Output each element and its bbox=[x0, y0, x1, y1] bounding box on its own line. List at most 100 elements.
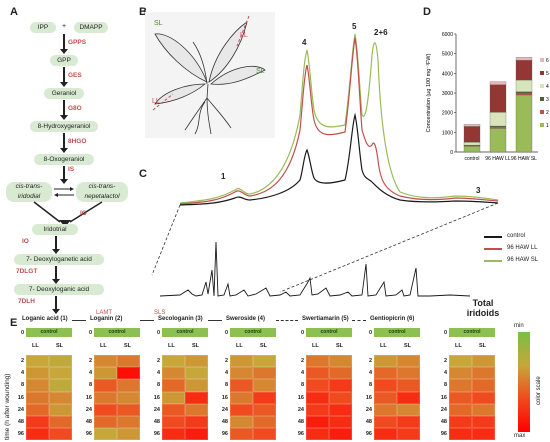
heatmap-cell bbox=[329, 415, 352, 429]
legend-swatch bbox=[540, 84, 544, 88]
heatmap-cell bbox=[397, 355, 420, 368]
y-tick-label: 3000 bbox=[442, 91, 453, 97]
heatmap-control-cell: control bbox=[162, 328, 208, 337]
legend-swatch bbox=[540, 123, 544, 127]
arrow bbox=[52, 296, 60, 314]
y-tick-label: 0 bbox=[450, 150, 453, 156]
enzyme-io: IO bbox=[80, 210, 87, 217]
heatmap-time-label: 24 bbox=[297, 406, 304, 413]
oxogeraniol-node: 8-Oxogeraniol bbox=[34, 154, 94, 165]
heatmap-time-label: 4 bbox=[20, 370, 24, 377]
heatmap-time-label: 24 bbox=[221, 406, 228, 413]
plant-label-sl-left: SL bbox=[154, 20, 163, 27]
heatmap-grid bbox=[306, 355, 352, 441]
heatmap-arrow bbox=[352, 320, 366, 321]
heatmap-cell bbox=[449, 355, 472, 368]
heatmap-cell bbox=[94, 355, 117, 368]
arrow bbox=[60, 166, 68, 184]
bar-segment bbox=[489, 112, 507, 127]
heatmap-time-label: 96 bbox=[297, 431, 304, 438]
heatmap-time-label: 16 bbox=[297, 394, 304, 401]
heatmap-cell bbox=[49, 367, 72, 380]
legend-swatch-sl bbox=[484, 260, 502, 262]
heatmap-cell bbox=[449, 415, 472, 429]
color-scale-bar bbox=[518, 332, 530, 432]
heatmap-cell bbox=[26, 403, 49, 416]
heatmap-time-label: 48 bbox=[85, 419, 92, 425]
heatmap-cell bbox=[49, 379, 72, 392]
heatmap-cell bbox=[26, 367, 49, 380]
heatmap-cell bbox=[185, 367, 208, 380]
panel-label-e: E bbox=[10, 317, 18, 329]
heatmap-time-label: 48 bbox=[153, 419, 160, 425]
heatmap-control-cell: control bbox=[26, 328, 72, 337]
stacked-bar-chart: 0 1000 2000 3000 4000 5000 6000 Concentration (… bbox=[426, 32, 549, 162]
legend-swatch bbox=[540, 58, 544, 62]
heatmap-time-label: 48 bbox=[221, 419, 228, 425]
merge-arrows bbox=[33, 201, 103, 227]
heatmap-arrow bbox=[140, 320, 154, 321]
arrow bbox=[60, 67, 68, 87]
heatmap-time-label: 16 bbox=[365, 394, 372, 401]
heatmap-cell bbox=[162, 428, 185, 441]
peak-label-1: 1 bbox=[221, 172, 226, 181]
heatmap-time-label: 4 bbox=[88, 370, 92, 377]
heatmap-cell bbox=[94, 415, 117, 429]
heatmap-time-label: 16 bbox=[153, 394, 160, 401]
heatmap-cell bbox=[230, 379, 253, 392]
deoxyloganic-node: 7- Deoxyloganic acid bbox=[14, 284, 104, 295]
heatmap-cell bbox=[397, 391, 420, 404]
heatmap-cell bbox=[329, 355, 352, 368]
heatmap-grid bbox=[94, 355, 140, 441]
heatmap-time-label: 2 bbox=[224, 358, 228, 364]
heatmap-time-label: 16 bbox=[221, 394, 228, 401]
heatmap-cell bbox=[306, 403, 329, 416]
heatmap-time-label: 96 bbox=[85, 431, 92, 438]
heatmap-cell bbox=[253, 415, 276, 429]
heatmap-title: Secologanin (3) bbox=[158, 316, 203, 322]
heatmap-cell bbox=[374, 415, 397, 429]
heatmap-cell bbox=[162, 415, 185, 429]
heatmap-time-label: 48 bbox=[297, 419, 304, 425]
heatmap-title: Loganin (2) bbox=[90, 316, 123, 322]
bar-segment bbox=[463, 124, 481, 127]
heatmap-cell bbox=[472, 355, 495, 368]
plus-sign: + bbox=[62, 23, 67, 30]
heatmap-time-label: 16 bbox=[17, 394, 24, 401]
heatmap-col-ll: LL bbox=[100, 343, 107, 349]
enzyme-lamt: LAMT bbox=[96, 310, 113, 316]
heatmap-col-ll: LL bbox=[168, 343, 175, 349]
heatmap-control-cell: control bbox=[449, 328, 495, 337]
heatmap-time-label: 4 bbox=[156, 370, 160, 377]
heatmap-cell bbox=[397, 379, 420, 392]
plant-label-ll-left: LL bbox=[152, 98, 160, 105]
heatmap-cell bbox=[117, 415, 140, 429]
heatmap-col-sl: SL bbox=[336, 343, 344, 349]
heatmap-control-cell: control bbox=[374, 328, 420, 337]
heatmap-cell bbox=[26, 379, 49, 392]
heatmap-time-label: 4 bbox=[368, 370, 372, 377]
heatmap-time-label: 4 bbox=[224, 370, 228, 377]
heatmap-cell bbox=[117, 355, 140, 368]
heatmap-cell bbox=[26, 415, 49, 429]
heatmap-cell bbox=[185, 403, 208, 416]
bar-segment bbox=[489, 126, 507, 129]
heatmap-cell bbox=[162, 355, 185, 368]
legend-swatch-ll bbox=[484, 248, 502, 250]
heatmap-cell bbox=[117, 367, 140, 380]
heatmap-time-label: 4 bbox=[443, 370, 447, 377]
heatmap-grid bbox=[374, 355, 420, 441]
heatmap-col-ll: LL bbox=[32, 343, 39, 349]
heatmap-title: Loganic acid (1) bbox=[22, 316, 68, 322]
heatmap-grid bbox=[26, 355, 72, 441]
category-label: 96 HAW SL bbox=[511, 156, 537, 162]
heatmap-cell bbox=[472, 415, 495, 429]
hydroxygeraniol-node: 8-Hydroxygeraniol bbox=[30, 121, 98, 132]
heatmap-arrow bbox=[72, 320, 86, 321]
y-axis-label: Concentration (µg 100 mg⁻¹FW) bbox=[426, 53, 432, 132]
bar-segment bbox=[489, 128, 507, 153]
heatmap-cell bbox=[329, 403, 352, 416]
heatmap-cell bbox=[185, 379, 208, 392]
heatmap-time-label: 24 bbox=[85, 406, 92, 413]
legend-label: 2 bbox=[546, 110, 549, 116]
